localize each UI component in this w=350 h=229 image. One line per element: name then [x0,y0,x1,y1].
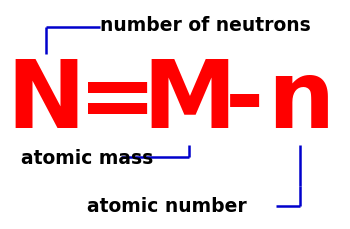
Text: atomic number: atomic number [86,197,246,215]
Text: -: - [225,56,265,148]
Text: =: = [78,56,157,148]
Text: N: N [6,56,85,148]
Text: number of neutrons: number of neutrons [100,16,310,35]
Text: n: n [267,56,334,148]
Text: atomic mass: atomic mass [21,149,154,167]
Text: M: M [142,56,236,148]
